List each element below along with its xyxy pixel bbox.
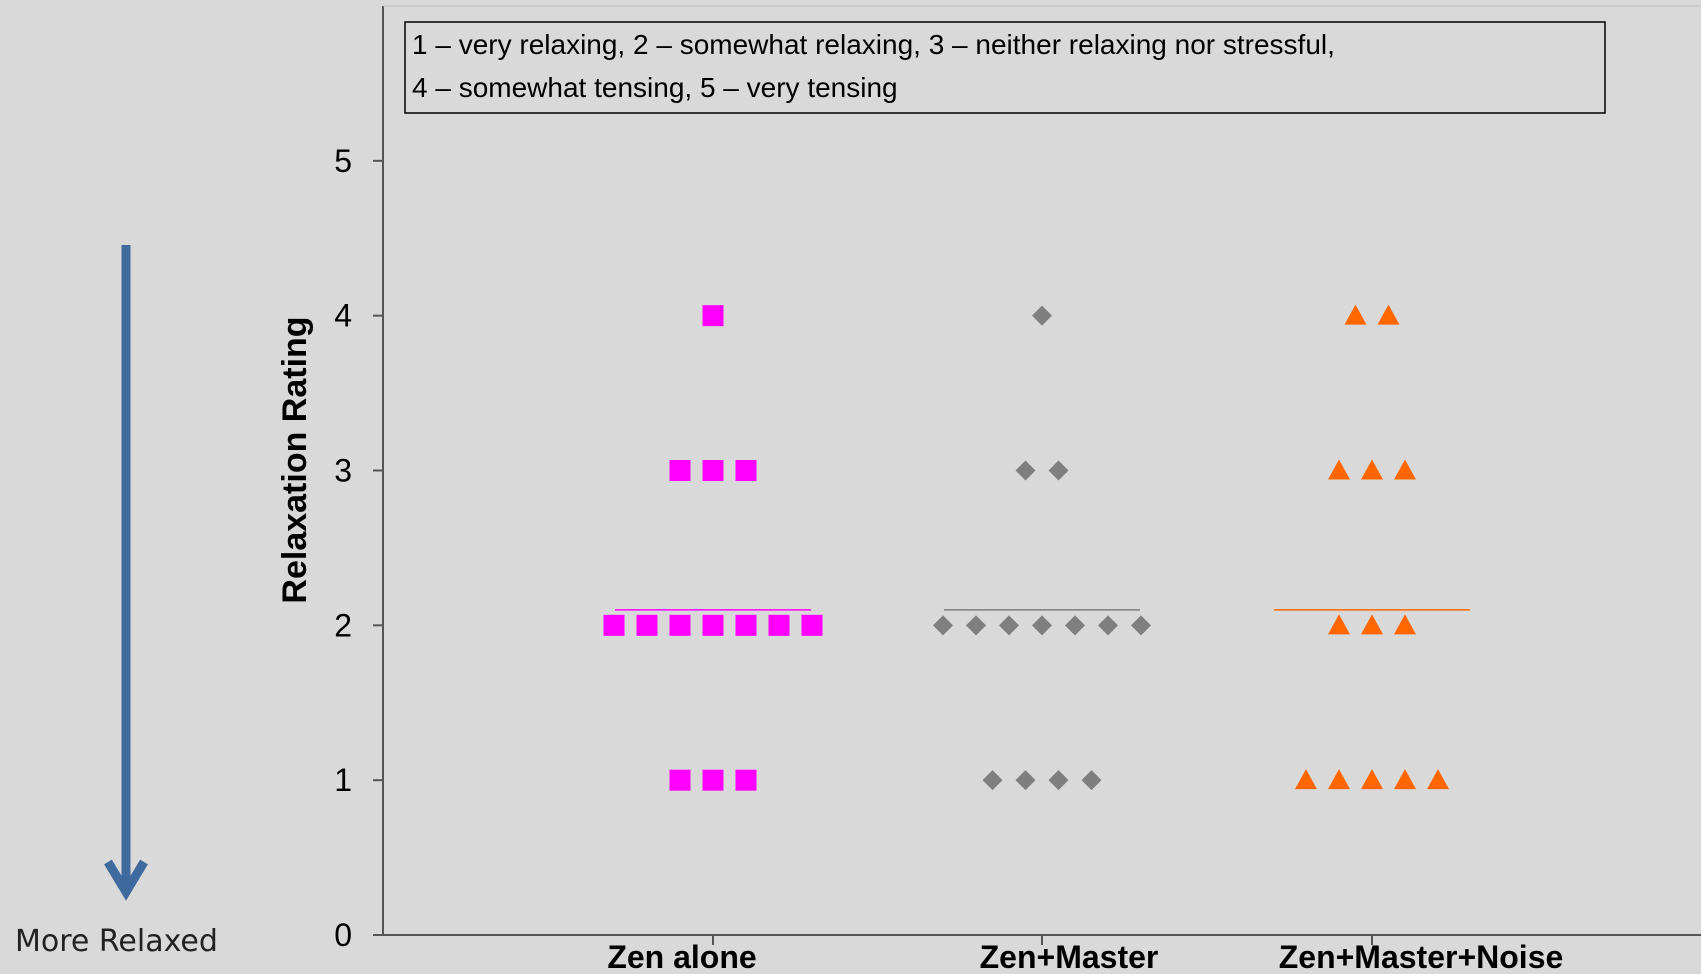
rating-legend-line1: 1 – very relaxing, 2 – somewhat relaxing… [412,29,1335,60]
data-point-zen-master [1048,460,1069,481]
data-point-zen-master [982,770,1003,791]
y-tick-label: 2 [334,607,352,643]
y-axis-label: Relaxation Rating [276,316,314,603]
y-tick-label: 1 [334,762,352,798]
data-point-zen-master-noise [1394,459,1416,480]
y-tick-label: 0 [334,917,352,953]
data-point-zen-master [1032,615,1052,636]
data-point-zen-alone [735,460,757,481]
y-tick-label: 5 [334,143,352,179]
data-point-zen-master [1065,615,1085,636]
data-point-zen-master-noise [1427,769,1449,790]
data-point-zen-master-noise [1344,304,1367,325]
x-categories: Zen alone Zen+Master Zen+Master+Noise [607,935,1563,974]
data-point-zen-master-noise [1361,614,1383,635]
data-point-zen-alone [702,614,724,636]
data-point-zen-master [1015,770,1036,791]
data-point-zen-master-noise [1377,304,1400,325]
data-point-zen-master-noise [1394,614,1416,635]
data-point-zen-master [933,615,953,636]
data-point-zen-alone [636,614,658,636]
data-point-zen-master [1032,305,1052,326]
data-point-zen-alone [735,769,757,791]
y-tick-label: 4 [334,298,352,334]
rating-legend-line2: 4 – somewhat tensing, 5 – very tensing [412,72,898,103]
data-point-zen-alone [669,614,691,636]
data-point-zen-alone [801,614,823,636]
data-point-zen-master [966,615,986,636]
y-tick-label: 3 [334,453,352,489]
data-points [603,304,1449,791]
y-ticks: 0 1 2 3 4 5 [334,143,383,953]
data-point-zen-master-noise [1394,769,1416,790]
x-tick-label-zen-alone: Zen alone [607,939,756,974]
arrow-head [104,859,148,901]
data-point-zen-master [1015,460,1036,481]
data-point-zen-master-noise [1328,614,1350,635]
data-point-zen-master [1098,615,1118,636]
x-tick-label-zen-master-noise: Zen+Master+Noise [1279,939,1564,974]
data-point-zen-master [1131,615,1151,636]
data-point-zen-master-noise [1361,769,1383,790]
data-point-zen-master-noise [1328,459,1350,480]
rating-legend-frame [404,21,1606,114]
data-point-zen-master [1081,770,1102,791]
more-relaxed-label: More Relaxed [15,924,218,959]
data-point-zen-alone [702,305,724,327]
data-point-zen-alone [603,614,625,636]
data-point-zen-master [1048,770,1069,791]
rating-legend-box: 1 – very relaxing, 2 – somewhat relaxing… [404,21,1606,114]
data-point-zen-alone [702,460,724,481]
more-relaxed-indicator: More Relaxed [15,245,218,959]
data-point-zen-master-noise [1361,459,1383,480]
data-point-zen-alone [702,769,724,791]
data-point-zen-master-noise [1295,769,1317,790]
data-point-zen-master-noise [1328,769,1350,790]
data-point-zen-master [999,615,1019,636]
data-point-zen-alone [735,614,757,636]
data-point-zen-alone [768,614,790,636]
data-point-zen-alone [669,769,691,791]
data-point-zen-alone [669,460,691,481]
x-tick-label-zen-master: Zen+Master [980,939,1159,974]
